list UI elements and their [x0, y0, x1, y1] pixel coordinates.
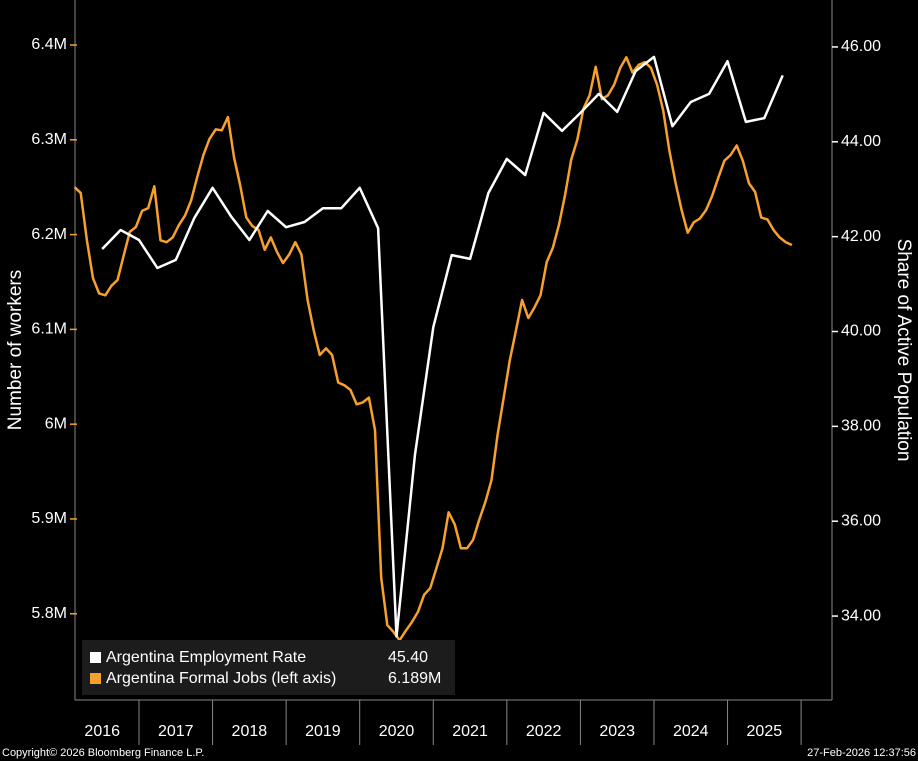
y-tick-label: 6.2M	[31, 226, 67, 243]
legend-label: Argentina Employment Rate	[106, 649, 306, 666]
y2-axis-title: Share of Active Population	[893, 239, 914, 462]
series-line	[101, 55, 784, 638]
y2-tick-label: 40.00	[841, 323, 881, 340]
y2-tick-label: 42.00	[841, 228, 881, 245]
y2-tick-label: 36.00	[841, 512, 881, 529]
x-tick-label: 2017	[158, 723, 194, 740]
y2-tick-label: 46.00	[841, 38, 881, 55]
x-tick-label: 2019	[305, 723, 341, 740]
x-tick-label: 2024	[673, 723, 709, 740]
x-tick-label: 2020	[379, 723, 415, 740]
legend-swatch	[90, 652, 101, 663]
y-tick-label: 6.4M	[31, 36, 67, 53]
legend-swatch	[90, 673, 101, 684]
x-tick-label: 2022	[526, 723, 562, 740]
legend-value: 45.40	[388, 649, 428, 666]
x-tick-label: 2023	[599, 723, 635, 740]
y-tick-label: 6.1M	[31, 321, 67, 338]
series-line	[73, 56, 793, 642]
x-tick-label: 2025	[747, 723, 783, 740]
legend-value: 6.189M	[388, 670, 441, 687]
footer-copyright: Copyright© 2026 Bloomberg Finance L.P.	[2, 747, 204, 759]
y-tick-label: 6M	[45, 415, 67, 432]
y2-tick-label: 34.00	[841, 607, 881, 624]
x-tick-label: 2016	[84, 723, 120, 740]
x-tick-label: 2021	[452, 723, 488, 740]
y2-tick-label: 38.00	[841, 418, 881, 435]
y-axis-title: Number of workers	[5, 270, 26, 431]
y2-tick-label: 44.00	[841, 133, 881, 150]
legend-box	[82, 640, 455, 695]
legend-label: Argentina Formal Jobs (left axis)	[106, 670, 336, 687]
x-tick-label: 2018	[232, 723, 268, 740]
footer-timestamp: 27-Feb-2026 12:37:56	[807, 747, 916, 759]
y-tick-label: 5.8M	[31, 605, 67, 622]
y-tick-label: 5.9M	[31, 510, 67, 527]
y-tick-label: 6.3M	[31, 131, 67, 148]
